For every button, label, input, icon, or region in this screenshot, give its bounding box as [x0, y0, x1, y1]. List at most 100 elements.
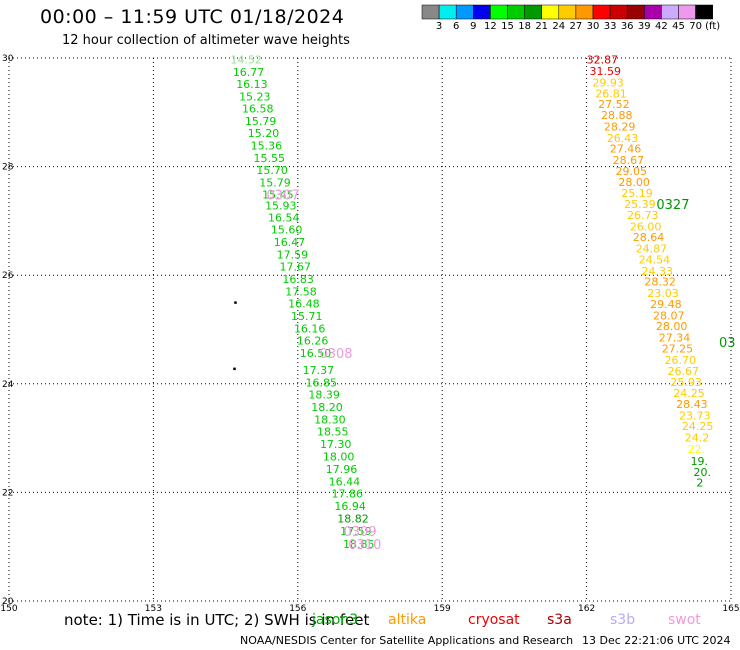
time-label: 0310 [348, 538, 381, 553]
colorbar-label: 45 [672, 21, 685, 32]
swh-label: 15.79 [245, 115, 277, 128]
colorbar-label: 39 [637, 21, 651, 32]
swh-label: 26.81 [595, 87, 627, 100]
swh-label: 14.52 [230, 54, 262, 67]
swh-label: 24.87 [636, 243, 668, 256]
swh-label: 16.54 [268, 212, 300, 225]
colorbar-label: 12 [484, 21, 497, 32]
swh-label: 15.23 [239, 91, 271, 104]
swh-label: 16.58 [242, 102, 274, 115]
colorbar-swatch [644, 4, 662, 20]
colorbar-swatch [455, 4, 474, 20]
x-tick-label: 150 [0, 604, 17, 614]
swh-label: 26.00 [630, 220, 662, 233]
swh-label: 28.88 [601, 109, 633, 122]
swh-label: 29.48 [650, 298, 682, 311]
colorbar-label: 42 [655, 21, 668, 32]
colorbar-label: 70 [689, 21, 702, 32]
colorbar-label: 36 [620, 21, 634, 32]
time-label: 0308 [319, 347, 352, 362]
swh-label: 15.45 [262, 188, 294, 201]
swh-label: 17.58 [285, 285, 317, 298]
swh-label: 16.85 [306, 377, 338, 390]
swh-label: 16.77 [233, 66, 265, 79]
swh-label: 19. [691, 455, 709, 468]
colorbar-swatch [438, 4, 457, 20]
swh-label: 17.86 [331, 487, 363, 500]
colorbar-swatch [421, 4, 440, 20]
colorbar-swatch [661, 4, 679, 20]
swh-label: 24.54 [639, 253, 671, 266]
swh-label: 17.67 [280, 261, 312, 274]
swh-label: 29.05 [615, 165, 647, 178]
swh-label: 16.26 [297, 334, 329, 347]
swh-label: 18.00 [323, 451, 355, 464]
colorbar-swatch [490, 4, 508, 20]
legend-jason3: jason3 [312, 612, 359, 628]
timestamp: 13 Dec 22:21:06 UTC 2024 [582, 634, 731, 647]
legend-altika: altika [388, 612, 427, 628]
swh-label: 17.59 [277, 249, 309, 262]
colorbar-label: 9 [470, 21, 477, 32]
colorbar-label: 24 [552, 21, 566, 32]
swh-label: 15.93 [265, 200, 297, 213]
chart-grid [8, 57, 732, 602]
swh-label: 28.07 [653, 309, 685, 322]
swh-label: 17.30 [320, 438, 352, 451]
colorbar-swatch [575, 4, 594, 20]
colorbar-label: 15 [501, 21, 514, 32]
position-marker [234, 301, 237, 304]
swh-label: 16.13 [236, 78, 268, 91]
swh-label: 15.71 [291, 310, 323, 323]
swh-label: 24.2 [685, 432, 710, 445]
swh-label: 15.79 [259, 176, 291, 189]
swh-label: 15.20 [248, 127, 280, 140]
colorbar-label: (ft) [705, 21, 721, 32]
x-tick-label: 162 [578, 604, 595, 614]
colorbar-swatch [541, 4, 560, 20]
axis-ticks: 150 153 156 159 162 165 20 22 24 26 28 30 [0, 54, 739, 614]
swh-label: 26.43 [607, 132, 639, 145]
swh-label: 27.46 [610, 143, 642, 156]
swh-label: 24.33 [641, 265, 673, 278]
swh-label: 16.48 [288, 297, 320, 310]
colorbar-label: 33 [603, 21, 617, 32]
swh-label: 26.70 [665, 354, 697, 367]
colorbar-swatch [626, 4, 645, 20]
swh-label: 17.96 [326, 463, 358, 476]
footnote: note: 1) Time is in UTC; 2) SWH is in fe… [64, 611, 370, 629]
swh-label: 22. [688, 443, 706, 456]
swh-label: 26.67 [667, 365, 699, 378]
swh-label: 15.60 [271, 224, 303, 237]
swh-label: 18.30 [314, 414, 346, 427]
swh-label: 24.25 [682, 420, 714, 433]
swh-label: 23.03 [647, 287, 679, 300]
chart-subtitle: 12 hour collection of altimeter wave hei… [62, 33, 350, 48]
legend-s3a: s3a [547, 612, 572, 628]
swh-label: 18.39 [308, 389, 340, 402]
colorbar-swatch [558, 4, 577, 20]
colorbar-label: 27 [569, 21, 583, 32]
swh-label: 2 [696, 477, 703, 490]
y-tick-label: 24 [2, 380, 14, 390]
time-label: 0307 [267, 188, 300, 203]
y-tick-label: 30 [2, 54, 14, 64]
swh-label: 18.82 [337, 512, 369, 525]
x-tick-label: 156 [289, 604, 306, 614]
swh-label: 27.25 [662, 343, 694, 356]
colorbar-swatch [592, 4, 611, 20]
colorbar-swatch [473, 4, 491, 20]
legend-cryosat: cryosat [468, 612, 520, 628]
time-label: 0327 [656, 198, 689, 213]
swh-label: 18.20 [311, 401, 343, 414]
swh-label: 16.47 [274, 236, 306, 249]
swh-labels: 14.5216.7716.1315.2316.5815.7915.2015.36… [230, 54, 735, 553]
swh-label: 17.59 [340, 525, 372, 538]
colorbar-label: 3 [435, 21, 443, 32]
legend-swot: swot [668, 612, 701, 628]
swh-label: 18.85 [343, 538, 375, 551]
swh-label: 15.70 [256, 164, 288, 177]
colorbar-label: 18 [518, 21, 531, 32]
y-tick-label: 26 [2, 271, 14, 281]
